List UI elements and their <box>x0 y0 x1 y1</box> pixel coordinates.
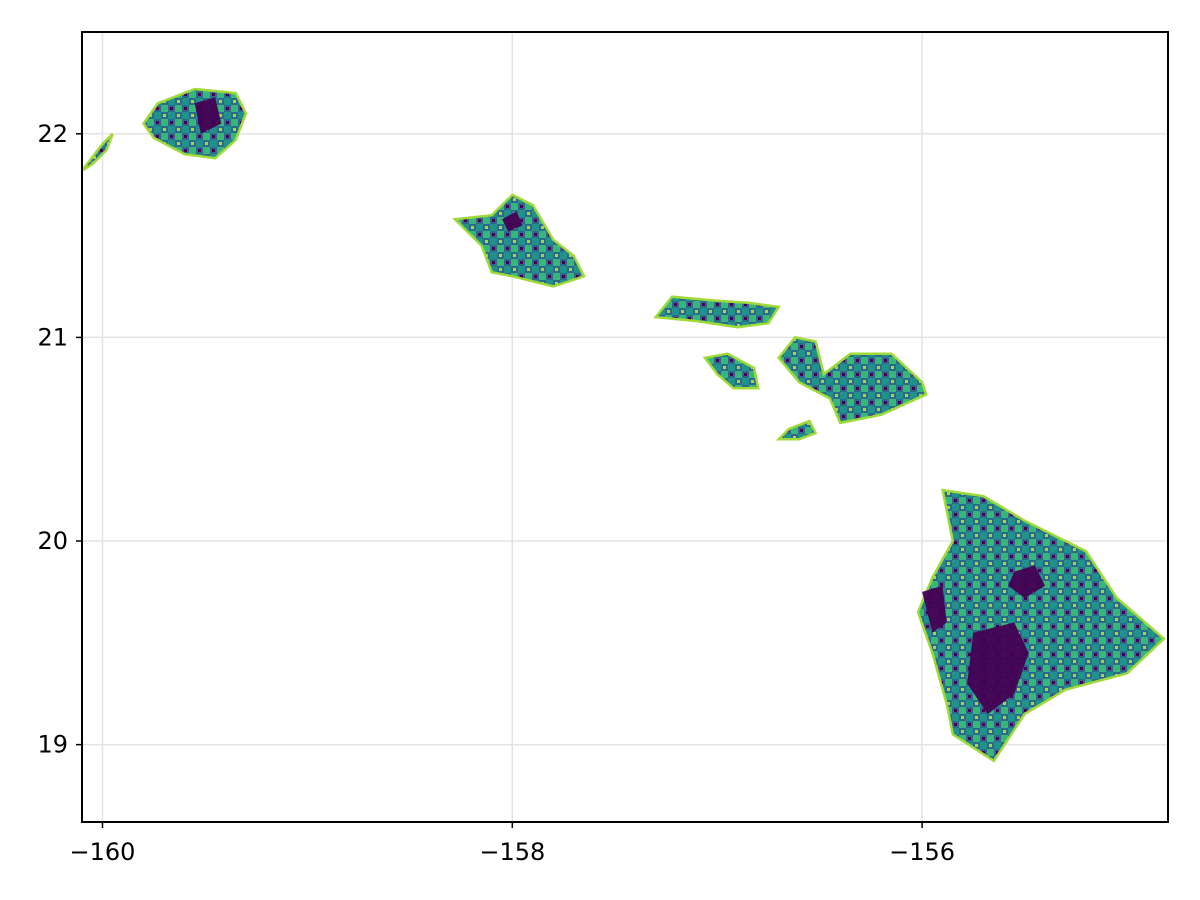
dark-patch-oahu-north <box>502 211 523 232</box>
island-molokai <box>653 295 781 329</box>
y-tick-label: 20 <box>37 527 68 555</box>
island-lanai <box>702 352 760 390</box>
island-kauai <box>141 87 248 160</box>
dark-patch-kona-coast <box>922 585 947 633</box>
x-tick-label: −158 <box>479 838 545 866</box>
x-tick-label: −156 <box>889 838 955 866</box>
island-oahu <box>452 193 586 288</box>
dark-patch-mauna-kea-summit <box>1008 565 1046 598</box>
dark-patch-mauna-loa-summit <box>967 622 1029 715</box>
y-tick-label: 21 <box>37 323 68 351</box>
y-tick-label: 19 <box>37 731 68 759</box>
grid-lines <box>82 32 1168 822</box>
dark-patch-layer <box>194 97 1046 715</box>
axis-frame <box>81 31 1169 823</box>
island-maui <box>777 336 928 425</box>
dark-patch-kauai-interior <box>194 97 222 134</box>
island-niihau-fragment <box>82 132 114 172</box>
y-tick-label: 22 <box>37 120 68 148</box>
axis-ticks: −160 −158 −156 19 20 21 22 <box>37 120 955 866</box>
island-kahoolawe <box>775 419 818 441</box>
x-tick-label: −160 <box>70 838 136 866</box>
